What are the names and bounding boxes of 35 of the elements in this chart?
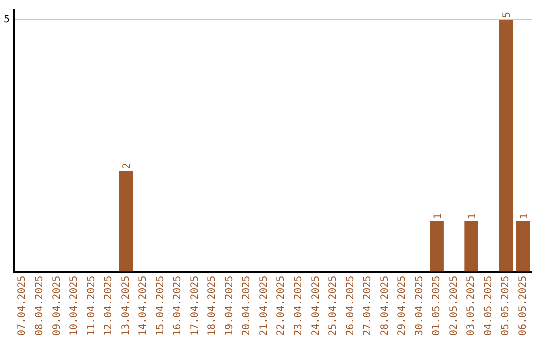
x-tick-label: 29.04.2025 bbox=[397, 276, 408, 336]
data-label: 2 bbox=[122, 163, 134, 170]
x-tick-label: 26.04.2025 bbox=[345, 276, 356, 336]
x-tick-label: 18.04.2025 bbox=[207, 276, 218, 336]
data-label: 1 bbox=[433, 213, 444, 220]
x-tick-label: 28.04.2025 bbox=[380, 276, 391, 336]
x-tick-label: 08.04.2025 bbox=[34, 276, 46, 336]
x-tick-label: 24.04.2025 bbox=[310, 276, 322, 336]
x-tick-label: 01.05.2025 bbox=[432, 276, 443, 336]
x-tick-label: 27.04.2025 bbox=[362, 276, 374, 336]
x-tick-label: 12.04.2025 bbox=[104, 276, 115, 336]
data-label: 1 bbox=[519, 213, 530, 220]
x-tick-label: 25.04.2025 bbox=[328, 276, 340, 336]
x-tick-label: 22.04.2025 bbox=[276, 276, 288, 336]
x-tick-label: 07.04.2025 bbox=[17, 276, 28, 336]
x-tick-label: 03.05.2025 bbox=[466, 276, 478, 336]
x-tick-label: 06.05.2025 bbox=[518, 276, 529, 336]
x-tick-label: 02.05.2025 bbox=[448, 276, 460, 336]
x-tick-label: 11.04.2025 bbox=[86, 276, 98, 336]
x-tick-label: 17.04.2025 bbox=[190, 276, 201, 336]
x-tick-label: 13.04.2025 bbox=[120, 276, 132, 336]
x-tick-label: 04.05.2025 bbox=[483, 276, 494, 336]
x-tick-label: 05.05.2025 bbox=[500, 276, 512, 336]
data-label: 5 bbox=[502, 12, 514, 18]
x-tick-label: 10.04.2025 bbox=[69, 276, 80, 336]
x-tick-label: 09.04.2025 bbox=[52, 276, 63, 336]
x-tick-label: 23.04.2025 bbox=[294, 276, 305, 336]
x-tick-label: 21.04.2025 bbox=[258, 276, 270, 336]
x-tick-label: 30.04.2025 bbox=[414, 276, 426, 336]
x-tick-label: 15.04.2025 bbox=[155, 276, 166, 336]
x-tick-label: 16.04.2025 bbox=[172, 276, 184, 336]
data-label: 1 bbox=[468, 213, 479, 220]
x-tick-label: 19.04.2025 bbox=[224, 276, 236, 336]
x-tick-label: 14.04.2025 bbox=[138, 276, 150, 336]
x-tick-label: 20.04.2025 bbox=[242, 276, 253, 336]
